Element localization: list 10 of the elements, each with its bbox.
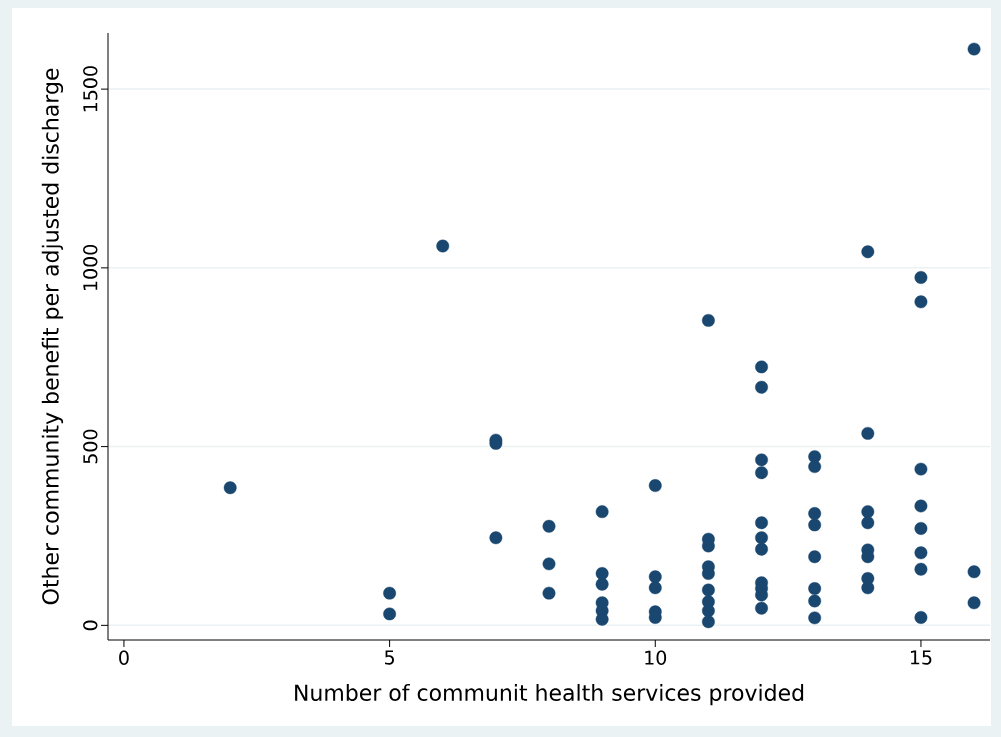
x-tick-label: 15 (910, 650, 932, 665)
x-tick-label: 10 (645, 650, 667, 665)
y-tick-label: 0 (83, 620, 98, 631)
y-tick-label: 1500 (83, 66, 98, 112)
x-tick-label: 0 (119, 650, 129, 665)
y-tick-label: 1000 (83, 244, 98, 290)
y-axis-title: Other community benefit per adjusted discharge (41, 68, 64, 605)
y-tick-label: 500 (83, 429, 98, 464)
x-axis-title: Number of communit health services provided (295, 683, 804, 706)
x-tick-label: 5 (385, 650, 394, 665)
